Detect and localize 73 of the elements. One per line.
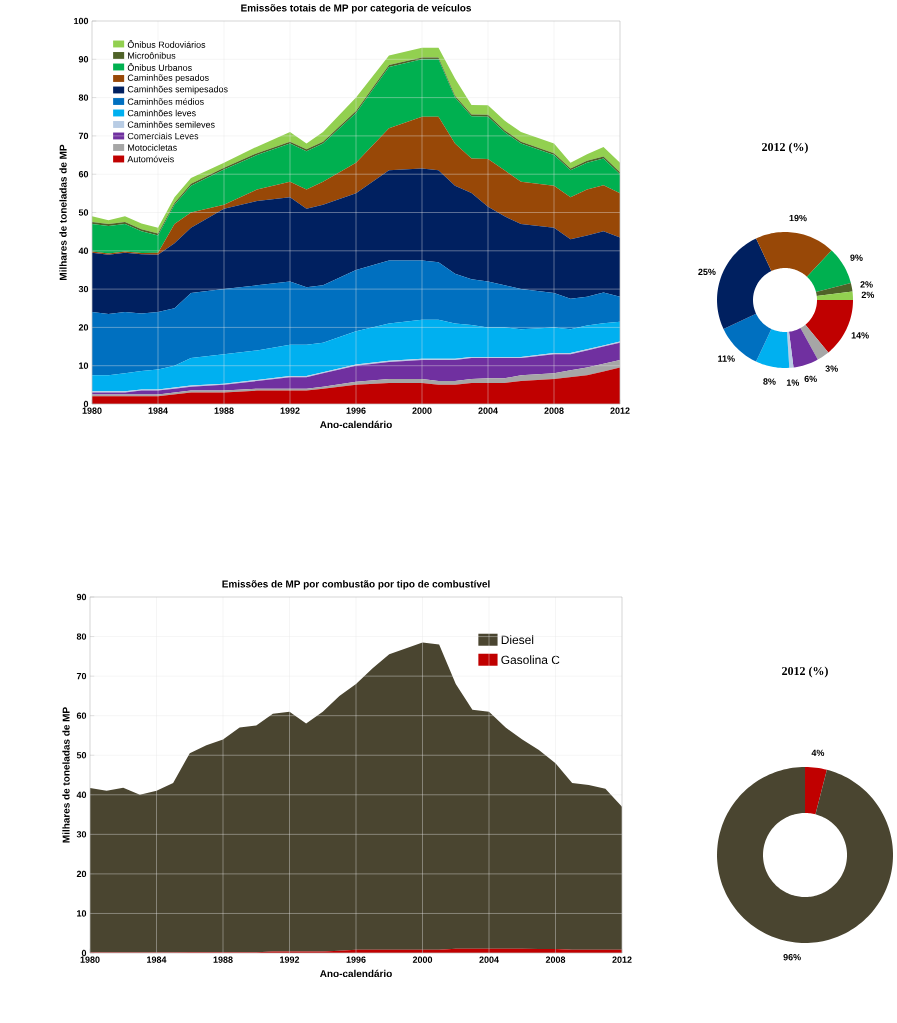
x-axis-title: Ano-calendário	[319, 420, 392, 429]
y-tick-label: 60	[76, 712, 87, 719]
data-label: 4%	[811, 749, 825, 756]
x-tick-label: 1992	[280, 407, 300, 414]
data-label: 6%	[804, 375, 817, 383]
chart-title: Emissões totais de MP por categoria de veículos	[241, 4, 472, 14]
data-label: 8%	[763, 378, 776, 385]
x-tick-label: 2004	[478, 407, 498, 414]
legend-label: Comerciais Leves	[127, 132, 199, 140]
legend-label: Gasolina C	[501, 655, 560, 665]
y-tick-label: 100	[74, 17, 89, 25]
legend-label: Motocicletas	[128, 144, 177, 151]
data-label: 25%	[698, 268, 716, 276]
y-tick-label: 50	[76, 752, 87, 759]
data-label: 19%	[789, 214, 807, 222]
y-tick-label: 80	[78, 94, 89, 101]
y-tick-label: 90	[78, 56, 89, 63]
legend-label: Ônibus Rodoviários	[127, 40, 206, 48]
chart-title: 2012 (%)	[762, 142, 808, 154]
y-tick-label: 30	[78, 285, 89, 293]
data-label: 3%	[825, 365, 838, 372]
y-tick-label: 10	[79, 362, 89, 369]
x-tick-label: 1988	[214, 407, 234, 414]
y-tick-label: 0	[81, 949, 87, 957]
x-tick-label: 2000	[412, 407, 432, 414]
data-label: 2%	[860, 281, 873, 288]
x-tick-label: 1980	[82, 407, 102, 414]
y-tick-label: 20	[78, 324, 89, 331]
y-tick-label: 30	[76, 831, 87, 838]
legend-label: Caminhões leves	[127, 109, 196, 117]
data-label: 14%	[851, 332, 869, 339]
x-tick-label: 1980	[80, 956, 100, 963]
y-tick-label: 20	[76, 870, 87, 878]
y-tick-label: 90	[76, 593, 87, 601]
y-tick-label: 80	[76, 633, 87, 640]
x-tick-label: 2008	[545, 956, 566, 963]
x-tick-label: 2000	[412, 956, 433, 963]
y-axis-title: Milhares de toneladas de MP	[62, 707, 70, 843]
x-tick-label: 1996	[346, 956, 366, 963]
legend-label: Microônibus	[128, 52, 176, 59]
x-tick-label: 2012	[612, 956, 632, 963]
y-tick-label: 40	[78, 247, 89, 254]
y-tick-label: 60	[78, 171, 89, 178]
x-tick-label: 2012	[610, 407, 630, 414]
data-label: 11%	[718, 355, 735, 362]
y-tick-label: 50	[78, 209, 89, 216]
legend-label: Caminhões semileves	[127, 121, 215, 128]
y-tick-label: 10	[77, 910, 87, 917]
data-label: 1%	[786, 379, 800, 386]
data-label: 2%	[861, 291, 875, 298]
chart-title: 2012 (%)	[782, 666, 828, 678]
legend-label: Caminhões médios	[127, 98, 204, 105]
legend-label: Caminhões semipesados	[127, 85, 228, 95]
chart-title: Emissões de MP por combustão por tipo de combustível	[222, 580, 490, 590]
data-label: 96%	[783, 954, 801, 961]
x-tick-label: 2004	[479, 956, 499, 963]
legend-label: Ônibus Urbanos	[127, 63, 192, 71]
data-label: 9%	[850, 254, 863, 261]
y-tick-label: 70	[76, 672, 87, 680]
x-tick-label: 1984	[148, 407, 168, 414]
legend-label: Caminhões pesados	[127, 74, 209, 83]
y-tick-label: 40	[76, 791, 87, 798]
x-tick-label: 1992	[280, 956, 300, 963]
y-axis-title: Milhares de toneladas de MP	[59, 144, 67, 280]
x-tick-label: 1988	[213, 956, 233, 963]
x-axis-title: Ano-calendário	[319, 969, 392, 978]
legend-label: Diesel	[501, 635, 534, 645]
x-tick-label: 1996	[346, 407, 366, 414]
x-tick-label: 1984	[147, 956, 167, 963]
y-tick-label: 0	[83, 400, 89, 408]
x-tick-label: 2008	[544, 407, 564, 414]
y-tick-label: 70	[78, 132, 89, 140]
legend-label: Automóveis	[127, 155, 174, 163]
